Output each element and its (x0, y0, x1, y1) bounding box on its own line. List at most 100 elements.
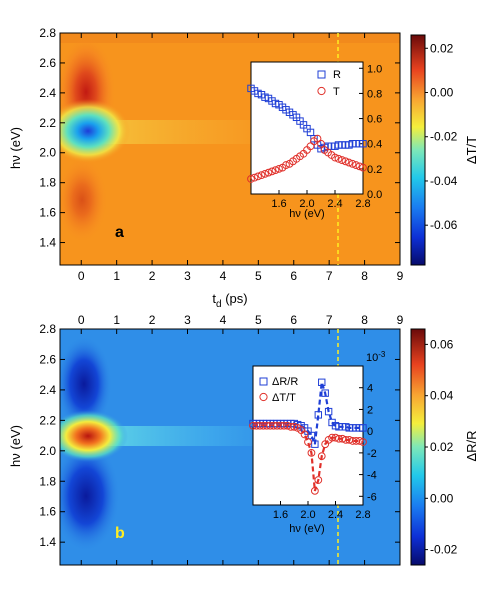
legend-a-r-label: R (333, 69, 341, 81)
inset-a-legend: R T (317, 69, 341, 98)
inset-point-circle (355, 437, 364, 445)
colorbar-b-scale (410, 328, 426, 566)
heatmap-a-blue-lobe (60, 99, 130, 163)
y-tick-label: 1.8 (39, 176, 56, 190)
colorbar-tick-label: 0.02 (430, 41, 454, 55)
inset-point-square (311, 440, 319, 448)
inset-point-circle (261, 169, 269, 178)
legend-a-r-marker (317, 70, 326, 79)
y-tick-label: 2.8 (39, 322, 56, 336)
y-tick-label: 2.4 (39, 86, 56, 100)
inset-point-circle (254, 172, 262, 181)
inset-y-tick-label: 0.0 (367, 189, 382, 201)
heatmap-b-upper-lobe (60, 336, 112, 432)
inset-y-tick-label: 1.0 (367, 63, 382, 75)
legend-a-t-label: T (333, 86, 340, 98)
x-tick-label-top: 3 (184, 313, 191, 327)
heatmap-a-frame (59, 32, 401, 266)
x-tick-label-top: 4 (220, 313, 227, 327)
x-tick-label: 1 (113, 269, 120, 283)
x-tick-label-top: 2 (149, 313, 156, 327)
x-tick-label-top: 0 (78, 313, 85, 327)
heatmap-b-red-lobe (60, 410, 128, 462)
legend-b-dr-label: ΔR/R (272, 376, 298, 388)
y-tick-label: 2.0 (39, 444, 56, 458)
inset-point-circle (359, 163, 367, 172)
inset-x-tick-label: 2.0 (300, 509, 315, 521)
colorbar-tick-label: 0.04 (430, 389, 454, 403)
colorbar-tick-label: -0.02 (430, 130, 458, 144)
inset-point-circle (271, 166, 280, 175)
inset-point-circle (290, 422, 299, 431)
x-tick-label: 8 (361, 269, 368, 283)
inset-y-tick-label: -2 (367, 448, 377, 460)
colorbar-a: 0.02 0.00 -0.02 -0.04 -0.06 ΔT/T (410, 34, 479, 266)
legend-b-dr-marker (259, 377, 268, 386)
inset-x-tick-label: 2.4 (328, 509, 343, 521)
inset-point-square (318, 378, 326, 386)
inset-point-circle (264, 168, 273, 177)
x-tick-label: 0 (78, 269, 85, 283)
x-tick-label: 4 (220, 269, 227, 283)
x-tick-label: 5 (255, 269, 262, 283)
inset-point-circle (268, 167, 276, 176)
inset-b: 1.6 2.0 2.4 2.8 4 2 0 -2 -4 -6 ΔR/R ΔT/T 10-3 hν … (249, 350, 386, 535)
x-tick-label-top: 7 (326, 313, 333, 327)
inset-point-circle (352, 161, 360, 169)
x-tick-label: 3 (184, 269, 191, 283)
x-tick-label: 6 (290, 269, 297, 283)
inset-b-y-multiplier: 10-3 (366, 350, 386, 364)
legend-b-dt-marker (259, 392, 268, 402)
x-tick-label: 7 (326, 269, 333, 283)
inset-point-circle (247, 175, 255, 183)
y-tick-label: 2.4 (39, 383, 56, 397)
inset-y-tick-label: 4 (367, 383, 373, 395)
inset-y-tick-label: 0.2 (367, 164, 382, 176)
x-tick-label-top: 6 (290, 313, 297, 327)
colorbar-tick-label: 0.00 (430, 86, 454, 100)
inset-point-circle (317, 452, 326, 461)
heatmap-a-top-band (60, 33, 400, 43)
inset-point-square (321, 389, 329, 397)
x-tick-label-top: 5 (255, 313, 262, 327)
inset-x-tick-label: 2.8 (355, 509, 370, 521)
inset-b-marks (249, 378, 367, 495)
heatmap-b-frame (59, 328, 401, 566)
inset-point-circle (345, 158, 353, 167)
inset-fit-line-1 (253, 424, 364, 492)
y-tick-label: 2.6 (39, 56, 56, 70)
inset-y-tick-label: 0.8 (367, 88, 382, 100)
heatmap-a-lower-lobe (60, 156, 108, 244)
y-tick-label: 1.4 (39, 535, 56, 549)
inset-point-circle (310, 486, 319, 495)
x-tick-label: 2 (149, 269, 156, 283)
inset-point-square (359, 424, 367, 432)
inset-a: 1.6 2.0 2.4 2.80.0 0.2 0.4 0.6 0.8 1.0 R T hν (e… (247, 61, 382, 220)
inset-point-circle (304, 438, 312, 446)
inset-x-tick-label: 1.6 (271, 198, 286, 210)
inset-b-axes: 1.6 2.0 2.4 2.8 4 2 0 -2 -4 -6 (273, 383, 377, 521)
y-axis-a: 1.4 1.6 1.8 2.0 2.2 2.4 2.6 2.8 (39, 26, 400, 250)
inset-point-circle (275, 164, 283, 173)
inset-point-circle (282, 161, 290, 169)
legend-a-t-marker (317, 86, 326, 96)
inset-point-circle (348, 159, 357, 168)
panel-label-b: b (115, 525, 125, 542)
inset-point-square (324, 407, 333, 416)
y-axis-b: 1.4 1.6 1.8 2.0 2.2 2.4 2.6 2.8 (39, 322, 400, 549)
y-tick-label: 2.0 (39, 146, 56, 160)
inset-b-xlabel: hν (eV) (289, 523, 324, 535)
inset-y-tick-label: 0 (367, 426, 373, 438)
y-tick-label: 2.2 (39, 116, 56, 130)
y-tick-label: 2.2 (39, 413, 56, 427)
x-axis-title-a: td (ps) (212, 291, 247, 310)
inset-point-circle (341, 157, 350, 166)
inset-y-tick-label: 0.4 (367, 139, 382, 151)
colorbar-tick-label: -0.02 (430, 543, 458, 557)
panel-b: 0 1 2 3 4 5 6 7 8 9 1.4 1.6 1.8 2.0 2.2 2.4 2.6 2.8 hν (… (8, 313, 479, 566)
legend-b-dt-label: ΔT/T (272, 392, 296, 404)
panel-label-a: a (115, 224, 124, 241)
y-tick-label: 1.6 (39, 505, 56, 519)
y-axis-title-a: hν (eV) (8, 127, 23, 169)
